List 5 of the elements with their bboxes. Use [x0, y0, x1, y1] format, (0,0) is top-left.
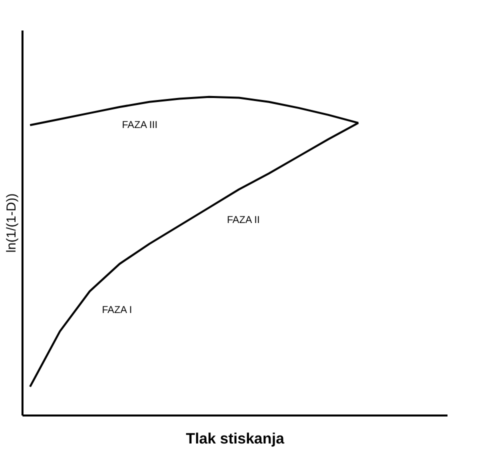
x-axis-title: Tlak stiskanja: [186, 430, 285, 448]
annotation: FAZA II: [227, 215, 260, 226]
annotation: FAZA I: [102, 305, 132, 316]
y-axis-title: ln(1/(1-D)): [4, 193, 18, 253]
annotation: FAZA III: [122, 120, 158, 131]
